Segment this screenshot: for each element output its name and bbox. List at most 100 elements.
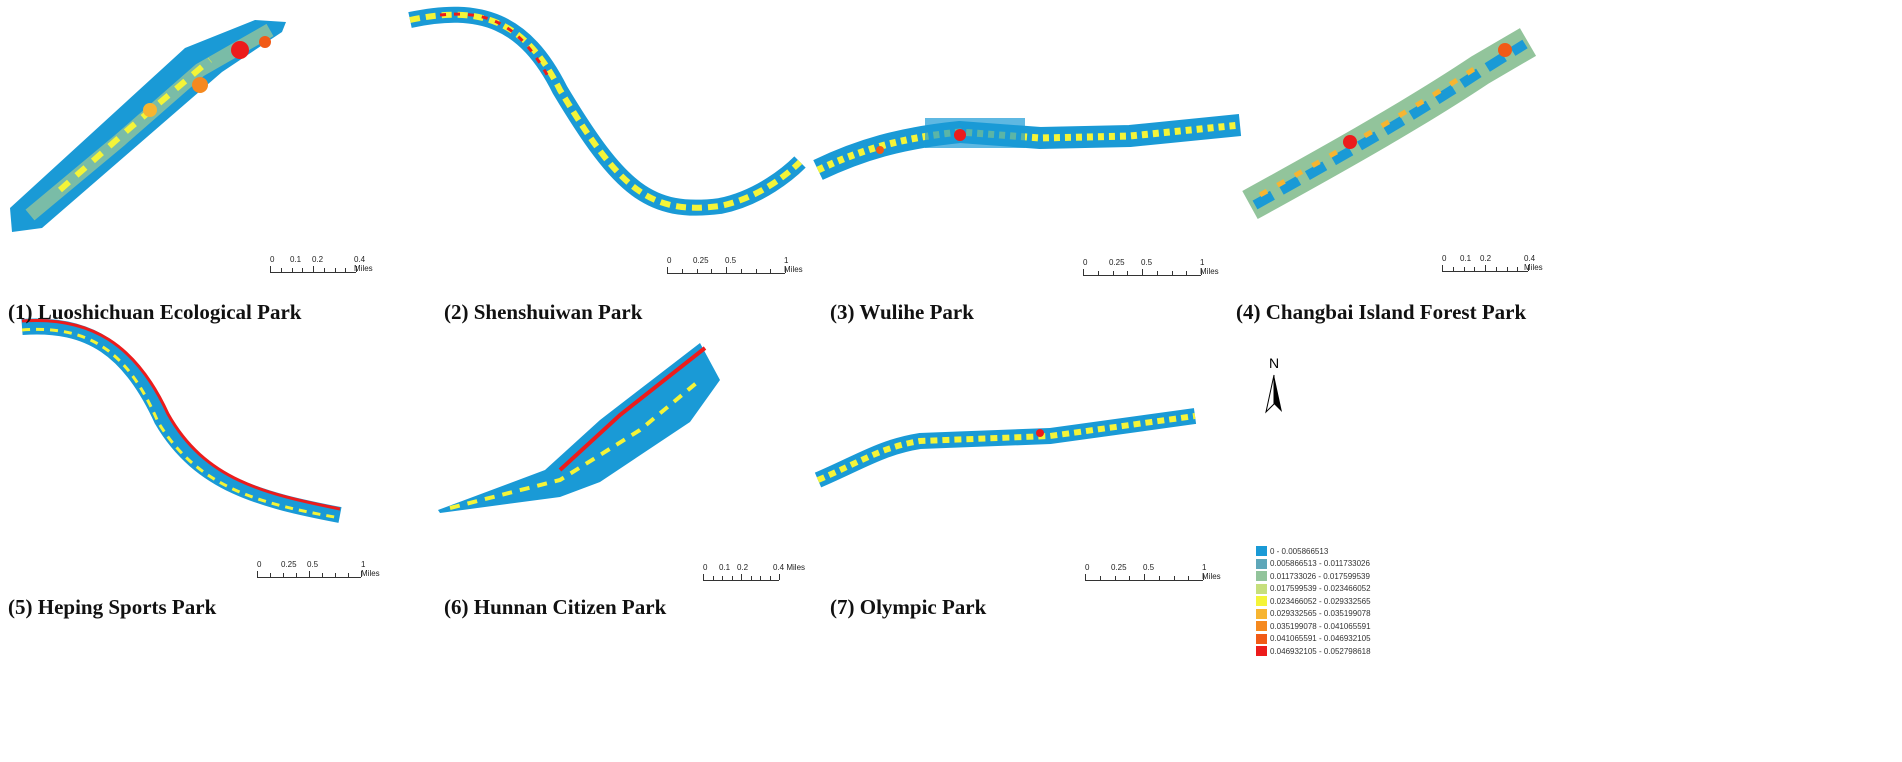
- scale-tick: [313, 266, 314, 272]
- scale-label: 0.5: [725, 256, 737, 265]
- legend-swatch: [1256, 633, 1267, 644]
- scale-label: 0.25: [693, 256, 709, 265]
- legend-swatch: [1256, 596, 1267, 607]
- legend-label: 0.035199078 - 0.041065591: [1270, 621, 1371, 631]
- scale-tick: [770, 269, 772, 273]
- legend-item: 0.005866513 - 0.011733026: [1256, 558, 1371, 571]
- scale-tick: [348, 573, 349, 577]
- legend-swatch: [1256, 646, 1267, 657]
- scale-tick: [345, 268, 347, 272]
- scale-label: 1 Miles: [784, 256, 803, 274]
- legend-swatch: [1256, 583, 1267, 594]
- scale-label: 0.25: [1109, 258, 1125, 267]
- scale-tick: [1129, 576, 1131, 580]
- scale-tick: [667, 267, 668, 273]
- scale-tick: [681, 269, 683, 273]
- scale-tick: [1114, 576, 1116, 580]
- legend-label: 0.029332565 - 0.035199078: [1270, 609, 1371, 619]
- scale-tick: [291, 268, 293, 272]
- scale-tick: [302, 268, 304, 272]
- scale-tick: [760, 576, 761, 580]
- scale-label: 0.4 Miles: [1524, 254, 1543, 272]
- legend-label: 0.046932105 - 0.052798618: [1270, 646, 1371, 656]
- map-shenshuiwan: [408, 6, 806, 216]
- legend-swatch: [1256, 558, 1267, 569]
- legend-item: 0.046932105 - 0.052798618: [1256, 645, 1371, 658]
- scale-tick: [1528, 265, 1529, 271]
- density-legend: 0 - 0.005866513 0.005866513 - 0.01173302…: [1256, 545, 1371, 658]
- scale-tick: [335, 573, 336, 577]
- legend-swatch: [1256, 571, 1267, 582]
- legend-item: 0.035199078 - 0.041065591: [1256, 620, 1371, 633]
- scale-label: 0.5: [1143, 563, 1155, 572]
- scale-tick: [1506, 267, 1508, 271]
- map-wulihe: [813, 114, 1242, 180]
- scale-bar-1: 0 0.1 0.2 0.4 Miles: [270, 255, 380, 275]
- scale-label: 0.4 Miles: [773, 563, 806, 572]
- scale-tick: [356, 266, 357, 272]
- park-title: (5) Heping Sports Park: [8, 595, 217, 619]
- legend-item: 0.029332565 - 0.035199078: [1256, 608, 1371, 621]
- legend-swatch: [1256, 546, 1267, 557]
- scale-tick: [1112, 271, 1114, 275]
- scale-tick: [1173, 576, 1175, 580]
- legend-swatch: [1256, 608, 1267, 619]
- scale-tick: [296, 573, 297, 577]
- scale-tick: [323, 268, 325, 272]
- map-luoshichuan: [10, 20, 286, 232]
- scale-tick: [712, 576, 714, 580]
- park-title: (7) Olympic Park: [830, 595, 987, 619]
- scale-tick: [769, 576, 771, 580]
- scale-tick: [1495, 267, 1497, 271]
- scale-tick: [726, 267, 727, 273]
- scale-tick: [703, 574, 704, 580]
- scale-label: 0.25: [281, 560, 297, 569]
- scale-tick: [270, 573, 271, 577]
- legend-label: 0.017599539 - 0.023466052: [1270, 584, 1371, 594]
- scale-bar-6: 0 0.1 0.2 0.4 Miles: [703, 563, 813, 583]
- scale-label: 0: [1083, 258, 1088, 267]
- scale-bar-7: 0 0.25 0.5 1 Miles: [1085, 563, 1221, 583]
- map-hunnan-citizen: [438, 343, 720, 513]
- scale-label: 0.2: [312, 255, 324, 264]
- scale-label: 0: [1085, 563, 1090, 572]
- scale-tick: [257, 571, 258, 577]
- scale-tick: [1201, 269, 1202, 275]
- legend-label: 0.041065591 - 0.046932105: [1270, 634, 1371, 644]
- scale-line: [270, 266, 357, 273]
- scale-tick: [322, 573, 323, 577]
- scale-tick: [785, 267, 786, 273]
- scale-label: 0.2: [1480, 254, 1492, 263]
- scale-tick: [711, 269, 713, 273]
- park-title: (6) Hunnan Citizen Park: [444, 595, 667, 619]
- legend-swatch: [1256, 621, 1267, 632]
- park-title: (3) Wulihe Park: [830, 300, 974, 324]
- park-title: (1) Luoshichuan Ecological Park: [8, 300, 302, 324]
- scale-line: [257, 571, 362, 578]
- scale-tick: [1485, 265, 1486, 271]
- scale-tick: [731, 576, 733, 580]
- scale-tick: [755, 269, 757, 273]
- scale-tick: [1186, 271, 1188, 275]
- scale-tick: [779, 574, 780, 580]
- legend-item: 0.017599539 - 0.023466052: [1256, 583, 1371, 596]
- scale-line: [703, 574, 780, 581]
- scale-bar-5: 0 0.25 0.5 1 Miles: [257, 560, 380, 580]
- map-heping-sports: [21, 318, 342, 523]
- scale-tick: [1474, 267, 1476, 271]
- scale-tick: [1452, 267, 1454, 271]
- scale-tick: [1171, 271, 1173, 275]
- map-changbai-island: [1242, 28, 1537, 220]
- scale-tick: [1127, 271, 1129, 275]
- scale-line: [1442, 265, 1529, 272]
- legend-label: 0.011733026 - 0.017599539: [1270, 571, 1370, 581]
- scale-tick: [1517, 267, 1519, 271]
- scale-label: 0.4 Miles: [354, 255, 373, 273]
- scale-label: 0: [703, 563, 708, 572]
- scale-label: 0.1: [719, 563, 731, 572]
- scale-tick: [270, 266, 271, 272]
- scale-label: 0.2: [737, 563, 749, 572]
- legend-label: 0 - 0.005866513: [1270, 546, 1329, 556]
- legend-item: 0.011733026 - 0.017599539: [1256, 570, 1371, 583]
- scale-bar-3: 0 0.25 0.5 1 Miles: [1083, 258, 1219, 278]
